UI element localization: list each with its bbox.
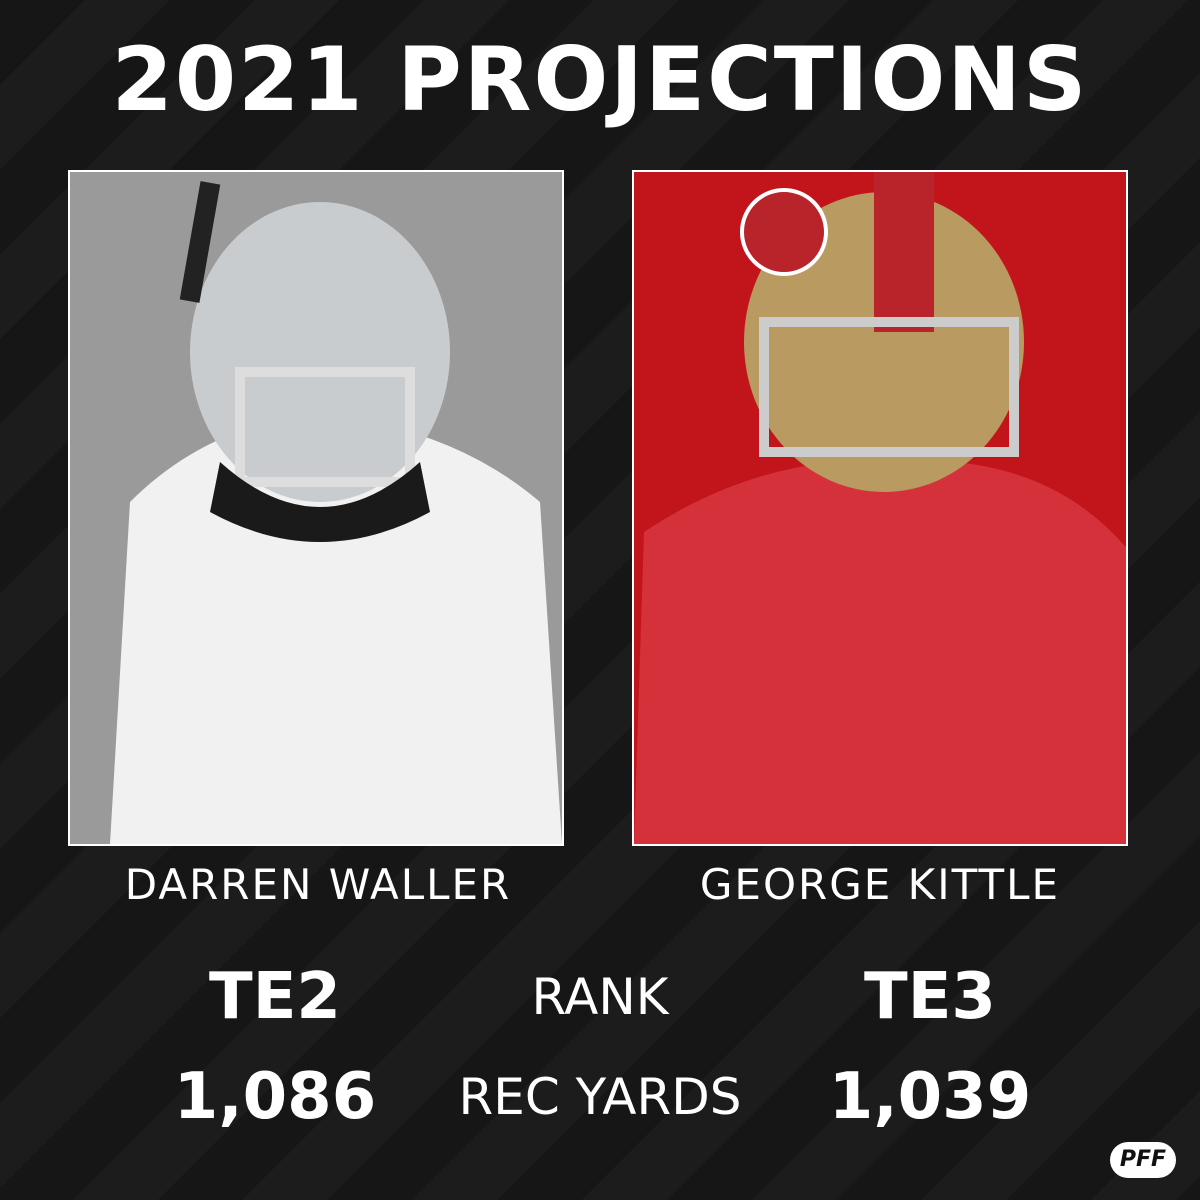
stat-label: REC YARDS <box>458 1068 742 1126</box>
player-name: DARREN WALLER <box>124 860 512 909</box>
stat-value: 1,086 <box>173 1060 377 1134</box>
stat-label: RANK <box>531 968 669 1026</box>
player-photo <box>68 170 564 846</box>
player-name: GEORGE KITTLE <box>699 860 1061 909</box>
player-silhouette <box>634 172 1126 844</box>
stat-value: TE3 <box>864 960 996 1034</box>
stat-value: TE2 <box>209 960 341 1034</box>
title: 2021 PROJECTIONS <box>111 28 1089 131</box>
stat-value: 1,039 <box>828 1060 1032 1134</box>
player-silhouette <box>110 181 562 844</box>
player-photo <box>632 170 1128 846</box>
logo: PFF <box>1110 1142 1176 1178</box>
